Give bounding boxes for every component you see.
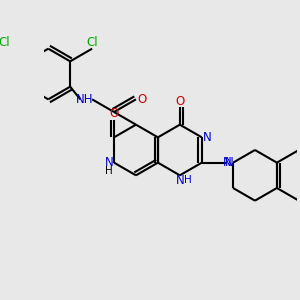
Text: O: O [110,107,119,120]
Text: O: O [137,93,146,106]
Text: Cl: Cl [86,36,98,49]
Text: N: N [223,156,232,169]
Text: N: N [202,131,211,144]
Text: N: N [224,156,233,169]
Text: N: N [105,156,113,169]
Text: Cl: Cl [0,36,10,49]
Text: H: H [105,166,113,176]
Text: H: H [184,176,192,185]
Text: N: N [176,174,184,187]
Text: NH: NH [76,93,93,106]
Text: O: O [175,94,184,107]
